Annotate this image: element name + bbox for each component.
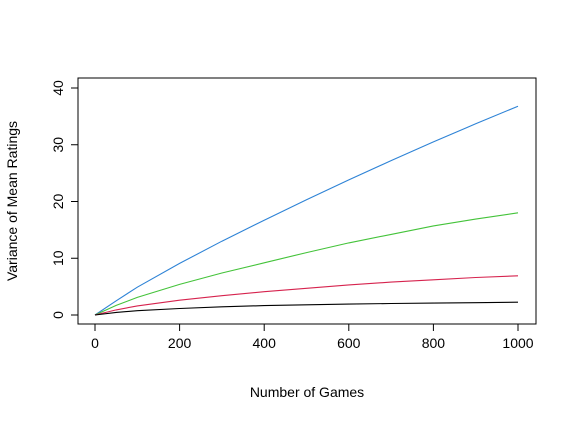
x-tick-label: 800 — [422, 335, 446, 351]
y-axis-label: Variance of Mean Ratings — [4, 121, 20, 281]
y-axis: 0 10 20 30 40 — [50, 80, 78, 319]
x-tick-label: 400 — [253, 335, 277, 351]
series-line-4 — [94, 301, 519, 316]
x-tick-label: 200 — [168, 335, 192, 351]
y-tick-label: 30 — [50, 137, 66, 153]
y-tick-label: 0 — [50, 311, 66, 319]
x-axis: 0 200 400 600 800 1000 — [91, 324, 534, 351]
series-line-3 — [94, 275, 519, 316]
y-tick-label: 40 — [50, 80, 66, 96]
plot-frame — [77, 77, 537, 325]
x-tick-label: 1000 — [502, 335, 533, 351]
series-layer — [94, 105, 519, 316]
y-tick-label: 20 — [50, 194, 66, 210]
x-axis-label: Number of Games — [250, 384, 364, 400]
series-line-2 — [94, 212, 519, 316]
series-line-1 — [94, 105, 519, 316]
x-tick-label: 0 — [91, 335, 99, 351]
x-tick-label: 600 — [337, 335, 361, 351]
y-tick-label: 10 — [50, 250, 66, 266]
